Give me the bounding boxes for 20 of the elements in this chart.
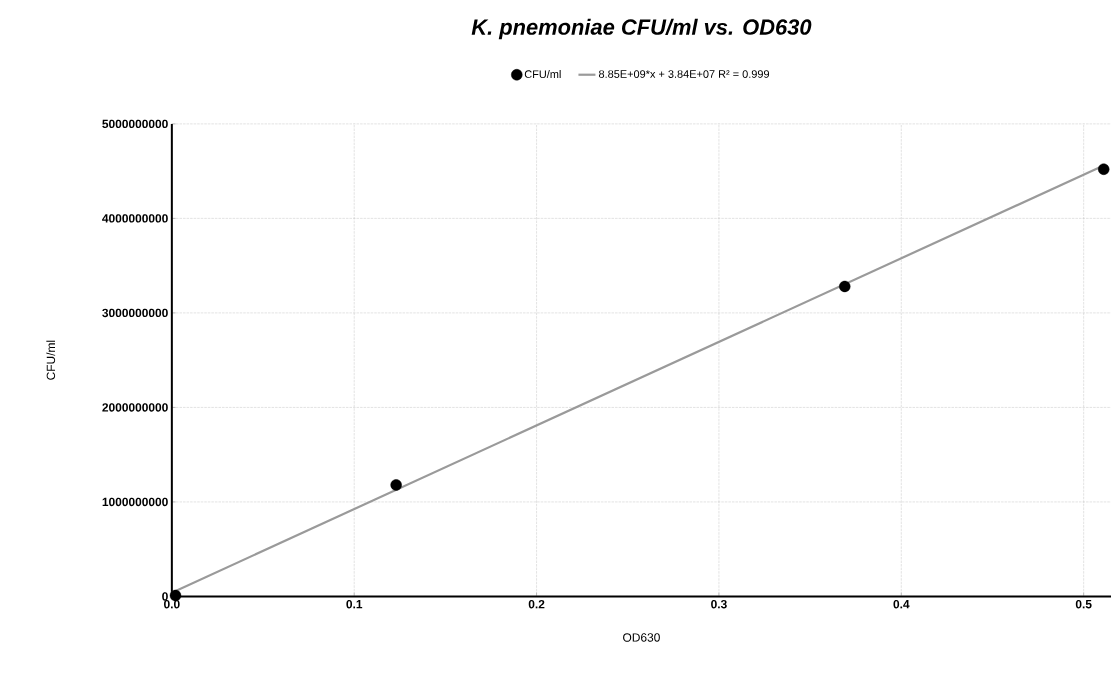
point <box>839 280 851 292</box>
x-tick-label: 0.4 <box>893 599 910 609</box>
y-tick-label: 2000000000 <box>102 403 168 412</box>
point <box>1098 163 1110 175</box>
legend-label: CFU/ml <box>524 69 561 78</box>
x-tick-label: 0.0 <box>164 599 180 609</box>
chart-title: K. pnemoniae CFU/ml vs. OD630 <box>471 18 812 39</box>
y-tick-label: 4000000000 <box>102 213 168 223</box>
x-tick-label: 0.3 <box>711 599 727 609</box>
x-tick-label: 0.5 <box>1075 599 1092 609</box>
x-tick-label: 0.1 <box>346 599 363 609</box>
y-tick-label: 5000000000 <box>102 119 168 128</box>
x-axis-title: OD630 <box>623 633 660 642</box>
y-axis-title: CFU/ml <box>46 340 56 380</box>
legend-label: 8.85E+09*x + 3.84E+07 R² = 0.999 <box>598 69 770 78</box>
y-tick-label: 3000000000 <box>102 308 168 317</box>
y-tick-label: 1000000000 <box>102 497 168 506</box>
point <box>390 479 402 491</box>
x-tick-label: 0.2 <box>528 599 545 609</box>
y-tick-label: 0 <box>162 592 168 601</box>
